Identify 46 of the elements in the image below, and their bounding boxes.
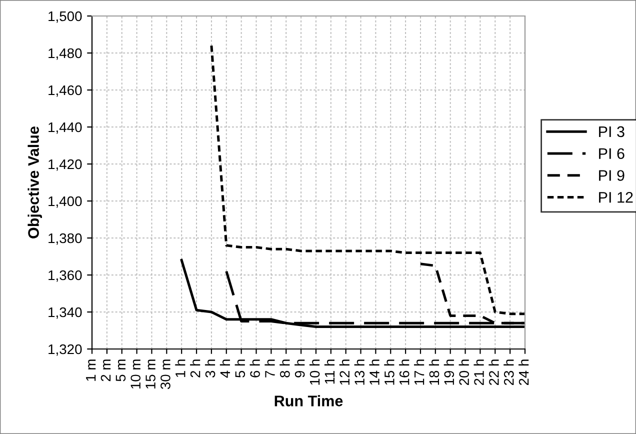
x-axis-title: Run Time (274, 395, 343, 406)
legend-label: PI 3 (599, 126, 624, 138)
x-tick-label: 15 h (384, 360, 394, 385)
x-tick-label: 16 h (399, 360, 410, 385)
x-tick-label: 1 m (86, 360, 96, 381)
x-tick-label: 5 h (234, 360, 246, 378)
x-tick-label: 23 h (504, 360, 514, 386)
x-tick-label: 12 h (339, 360, 350, 385)
x-tick-label: 10 m (130, 360, 141, 389)
y-tick-label: 1,400 (48, 196, 82, 208)
x-tick-label: 8 h (280, 360, 290, 378)
x-tick-label: 18 h (428, 360, 440, 385)
x-tick-label: 2 h (190, 360, 200, 378)
x-tick-label: 21 h (474, 360, 484, 386)
y-tick-label: 1,420 (48, 159, 82, 171)
x-tick-label: 7 h (264, 360, 275, 378)
x-tick-label: 14 h (369, 360, 380, 385)
x-tick-label: 13 h (354, 360, 364, 385)
y-tick-label: 1,440 (48, 122, 82, 134)
x-tick-label: 11 h (324, 360, 334, 384)
x-tick-label: 17 h (414, 360, 424, 385)
y-tick-label: 1,460 (48, 85, 82, 97)
y-tick-label: 1,340 (48, 307, 82, 319)
x-tick-label: 4 h (220, 360, 230, 378)
y-tick-label: 1,480 (48, 48, 82, 60)
x-tick-label: 22 h (488, 360, 499, 386)
x-tick-label: 5 m (116, 360, 126, 382)
x-tick-label: 20 h (458, 360, 470, 386)
x-tick-label: 3 h (204, 360, 216, 378)
legend-label: PI 6 (599, 148, 624, 160)
y-axis-title: Objective Value (28, 126, 42, 238)
x-tick-label: 24 h (518, 360, 529, 386)
x-tick-label: 9 h (294, 360, 305, 378)
y-tick-label: 1,320 (48, 344, 82, 356)
legend-label: PI 9 (599, 170, 624, 181)
x-tick-label: 2 m (100, 360, 111, 382)
x-tick-label: 1 h (175, 360, 186, 377)
x-tick-label: 30 m (160, 360, 170, 390)
x-tick-label: 10 h (309, 360, 320, 385)
x-tick-label: 19 h (444, 360, 454, 385)
x-tick-label: 15 m (146, 360, 156, 389)
y-tick-label: 1,360 (48, 270, 82, 282)
legend-label: PI 12 (599, 192, 633, 203)
y-tick-label: 1,380 (48, 233, 82, 245)
x-tick-label: 6 h (250, 360, 260, 378)
y-tick-label: 1,500 (48, 11, 82, 23)
